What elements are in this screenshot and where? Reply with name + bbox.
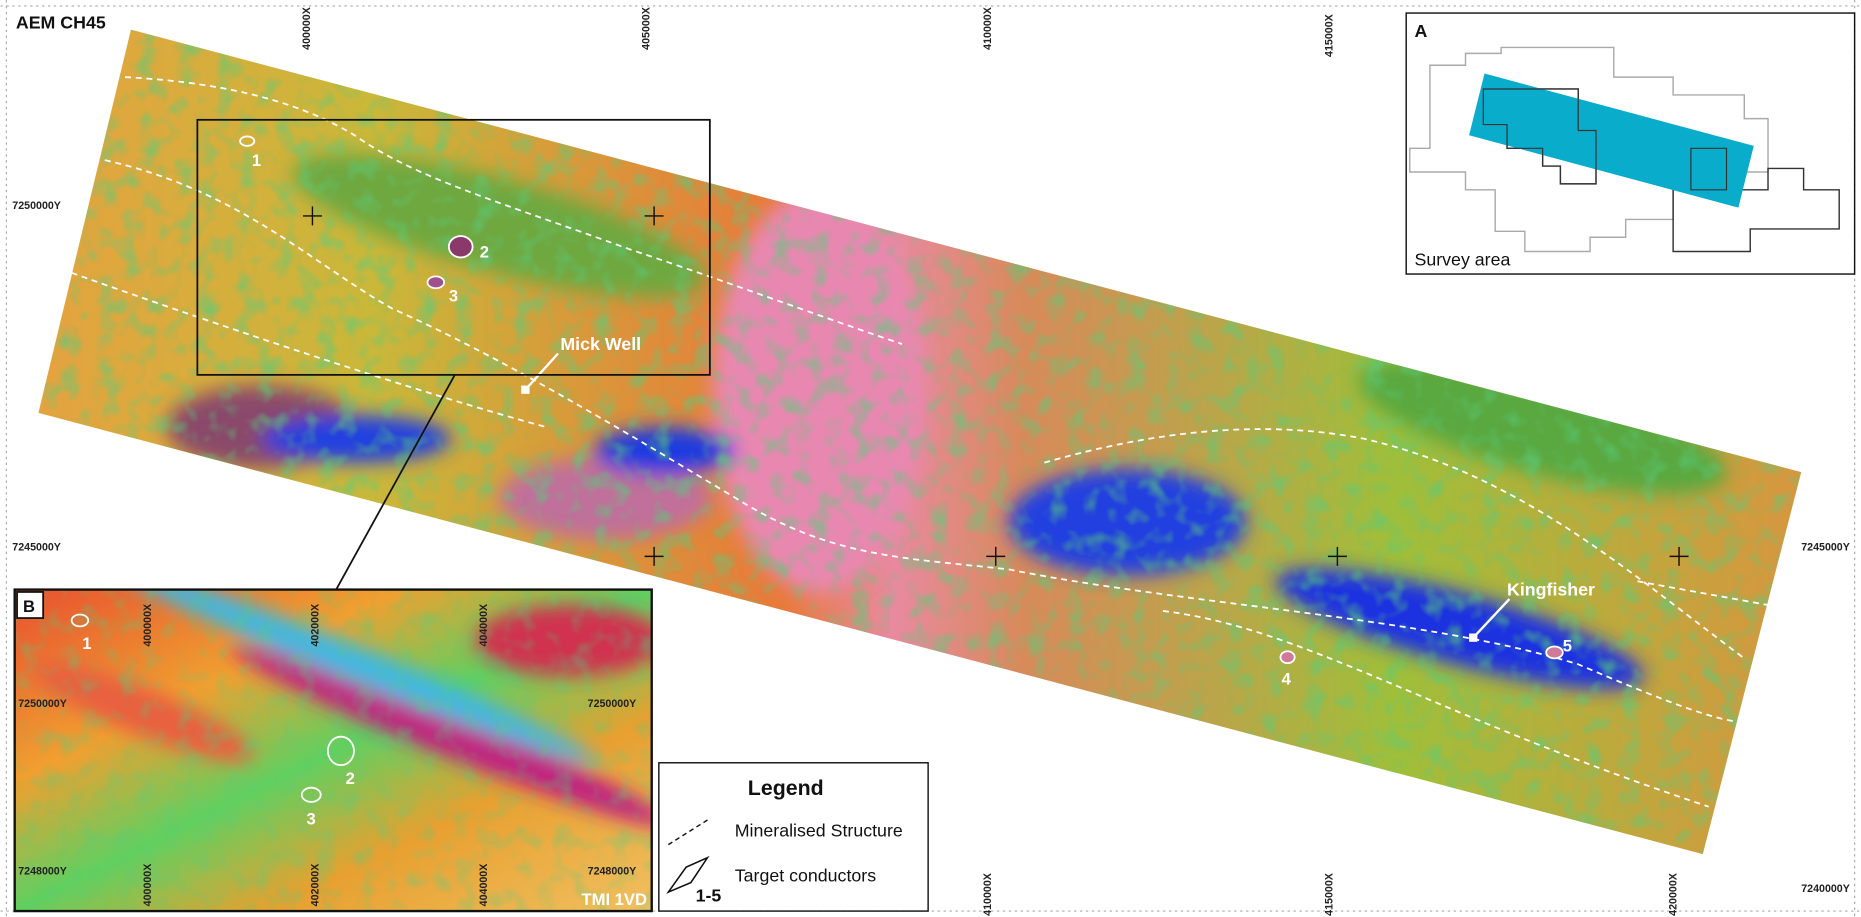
map-shape (666, 855, 710, 894)
x-axis-labels: 400000X 405000X 410000X 415000X 410000X … (301, 6, 1680, 916)
map-shape (426, 275, 446, 290)
map-shape (1545, 645, 1564, 660)
x-label: 415000X (1324, 13, 1336, 57)
map-shape (1469, 633, 1478, 642)
legend-item: Mineralised Structure (735, 820, 903, 840)
inset-letter: B (23, 597, 35, 616)
map-shape (239, 135, 256, 147)
place-label: Mick Well (560, 334, 641, 354)
x-label: 410000X (982, 872, 994, 916)
map-shape (14, 589, 652, 912)
y-label: 7250000Y (18, 698, 67, 710)
inset-letter: A (1415, 21, 1428, 41)
inset-b (14, 589, 652, 912)
map-shape (300, 786, 322, 803)
x-label: 404000X (478, 603, 490, 647)
target-label: 2 (480, 242, 489, 261)
legend-title: Legend (748, 776, 824, 800)
map-shape (1472, 598, 1511, 638)
x-label: 410000X (982, 6, 994, 50)
map-shape (1044, 428, 1745, 660)
map-shape (302, 206, 1689, 566)
legend-item: Target conductors (735, 865, 876, 885)
map-shape (521, 385, 530, 394)
zoom-line (335, 374, 456, 591)
target-label: 2 (346, 769, 355, 788)
map-shape (1637, 580, 1769, 606)
zoom-box (196, 118, 711, 376)
y-label: 7248000Y (18, 865, 67, 877)
map-shape (13, 588, 653, 913)
map-shape (447, 235, 474, 259)
x-label: 402000X (309, 603, 321, 647)
inset-caption: TMI 1VD (582, 890, 647, 909)
place-markers (521, 352, 1511, 642)
inset-caption: Survey area (1415, 250, 1511, 270)
grid-crosses (302, 206, 1689, 566)
map-shape (1162, 610, 1709, 808)
x-label: 420000X (1668, 872, 1680, 916)
x-label: 405000X (640, 6, 652, 50)
target-label: 5 (1563, 636, 1572, 655)
y-label: 7250000Y (588, 698, 637, 710)
y-label: 7245000Y (1801, 541, 1850, 553)
x-label: 415000X (1324, 872, 1336, 916)
target-label: 3 (307, 809, 316, 828)
target-conductors (239, 135, 1564, 665)
target-label: 4 (1282, 669, 1292, 688)
map-shape (658, 762, 929, 912)
y-label: 7250000Y (12, 200, 61, 212)
inset-a (1405, 12, 1856, 275)
y-label: 7240000Y (1801, 883, 1850, 895)
y-label: 7248000Y (588, 865, 637, 877)
place-label: Kingfisher (1507, 580, 1595, 600)
map-shape (1482, 88, 1728, 191)
x-label: 404000X (478, 863, 490, 907)
map-shape (1279, 650, 1296, 665)
y-axis-labels: 7250000Y 7245000Y 7245000Y 7240000Y (12, 200, 1850, 895)
map-shape (124, 76, 903, 345)
map-shape (71, 272, 547, 428)
map-shape (525, 352, 559, 390)
target-label: 1 (252, 151, 261, 170)
x-label: 400000X (142, 603, 154, 647)
x-label: 400000X (142, 863, 154, 907)
target-label: 1 (82, 634, 91, 653)
map-shape (326, 735, 355, 767)
target-label: 3 (449, 286, 458, 305)
inset-targets (70, 613, 355, 803)
map-title: AEM CH45 (16, 12, 106, 32)
map-shape (16, 591, 45, 619)
map-shape (1469, 73, 1754, 208)
y-label: 7245000Y (12, 541, 61, 553)
legend (658, 762, 929, 912)
legend-range: 1-5 (696, 886, 722, 906)
x-label: 400000X (301, 6, 313, 50)
x-label: 402000X (309, 863, 321, 907)
map-shape (70, 613, 90, 628)
